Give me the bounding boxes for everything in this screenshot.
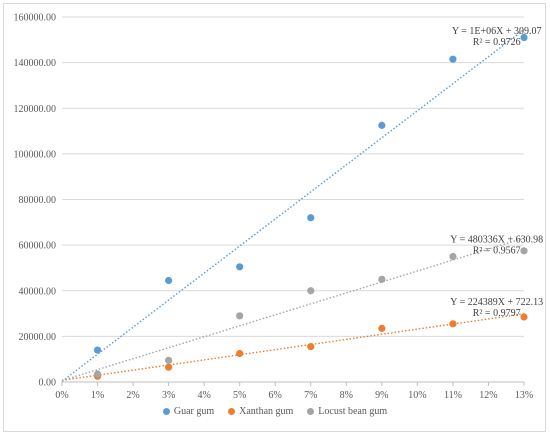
x-tick-label: 9%: [375, 390, 388, 401]
y-tick-label: 120000.00: [14, 104, 57, 115]
legend-marker: [162, 408, 170, 415]
point-locust-bean-gum: [449, 252, 457, 261]
x-tick-label: 4%: [197, 390, 210, 401]
grid-lines: [62, 16, 524, 383]
point-guar-gum: [93, 346, 102, 354]
point-guar-gum: [165, 276, 173, 285]
y-tick-label: 20000.00: [19, 332, 57, 343]
legend-label: Xanthan gum: [239, 406, 294, 417]
point-locust-bean-gum: [378, 275, 386, 283]
point-xanthan-gum: [520, 313, 528, 321]
trendline-equation: Y = 1E+06X + 309.07: [452, 26, 542, 37]
x-tick-label: 7%: [304, 390, 317, 401]
y-tick-label: 140000.00: [14, 58, 57, 69]
x-tick-label: 10%: [408, 390, 426, 401]
y-tick-label: 60000.00: [19, 241, 57, 252]
x-tick-label: 5%: [233, 390, 246, 401]
y-tick-label: 40000.00: [19, 286, 57, 297]
trendline-r-squared: R² = 0.9567: [473, 246, 521, 257]
trendline-locust-bean-gum: [61, 237, 525, 382]
trendlines: [61, 29, 525, 382]
point-guar-gum: [236, 263, 244, 271]
legend-label: Locust bean gum: [318, 406, 388, 417]
y-tick-label: 0.00: [39, 378, 57, 389]
legend-label: Guar gum: [173, 406, 215, 417]
chart-frame: [3, 3, 546, 432]
x-tick-label: 12%: [479, 390, 497, 401]
legend-item-guar-gum: Guar gum: [162, 406, 215, 417]
point-xanthan-gum: [165, 363, 173, 371]
trendline-guar-gum: [61, 29, 525, 382]
y-tick-label: 100000.00: [14, 149, 57, 160]
trendline-r-squared: R² = 0.9726: [473, 37, 521, 48]
point-xanthan-gum: [378, 324, 386, 332]
trendline-equation: Y = 480336X + 630.98: [450, 235, 543, 246]
trendline-r-squared: R² = 0.9797: [473, 308, 521, 319]
legend-item-xanthan-gum: Xanthan gum: [228, 406, 293, 417]
x-tick-label: 8%: [340, 390, 353, 401]
x-tick-label: 0%: [55, 390, 68, 401]
point-locust-bean-gum: [93, 370, 102, 378]
point-guar-gum: [449, 55, 457, 63]
trendline-equation: Y = 224389X + 722.13: [450, 297, 543, 308]
legend: Guar gum Xanthan gum Locust bean gum: [0, 406, 550, 417]
trendline-xanthan-gum: [61, 313, 525, 382]
x-tick-label: 2%: [126, 390, 139, 401]
point-locust-bean-gum: [307, 287, 315, 295]
legend-item-locust-bean-gum: Locust bean gum: [307, 406, 387, 417]
data-points: [93, 33, 528, 380]
x-tick-label: 6%: [269, 390, 282, 401]
x-tick-label: 11%: [444, 390, 462, 401]
point-guar-gum: [520, 33, 528, 42]
point-locust-bean-gum: [520, 247, 528, 255]
point-locust-bean-gum: [165, 356, 173, 364]
point-xanthan-gum: [449, 320, 457, 328]
point-guar-gum: [307, 214, 315, 222]
axes: 0.00 20000.00 40000.00 60000.00 80000.00 1000…: [14, 13, 534, 402]
point-locust-bean-gum: [236, 312, 244, 320]
x-tick-label: 13%: [515, 390, 533, 401]
y-tick-label: 80000.00: [19, 195, 57, 206]
x-tick-label: 3%: [162, 390, 175, 401]
legend-marker: [307, 408, 315, 415]
y-tick-label: 160000.00: [14, 13, 57, 24]
point-xanthan-gum: [236, 349, 244, 358]
point-guar-gum: [378, 121, 386, 129]
x-tick-label: 1%: [91, 390, 104, 401]
legend-marker: [228, 408, 236, 415]
point-xanthan-gum: [307, 343, 315, 351]
